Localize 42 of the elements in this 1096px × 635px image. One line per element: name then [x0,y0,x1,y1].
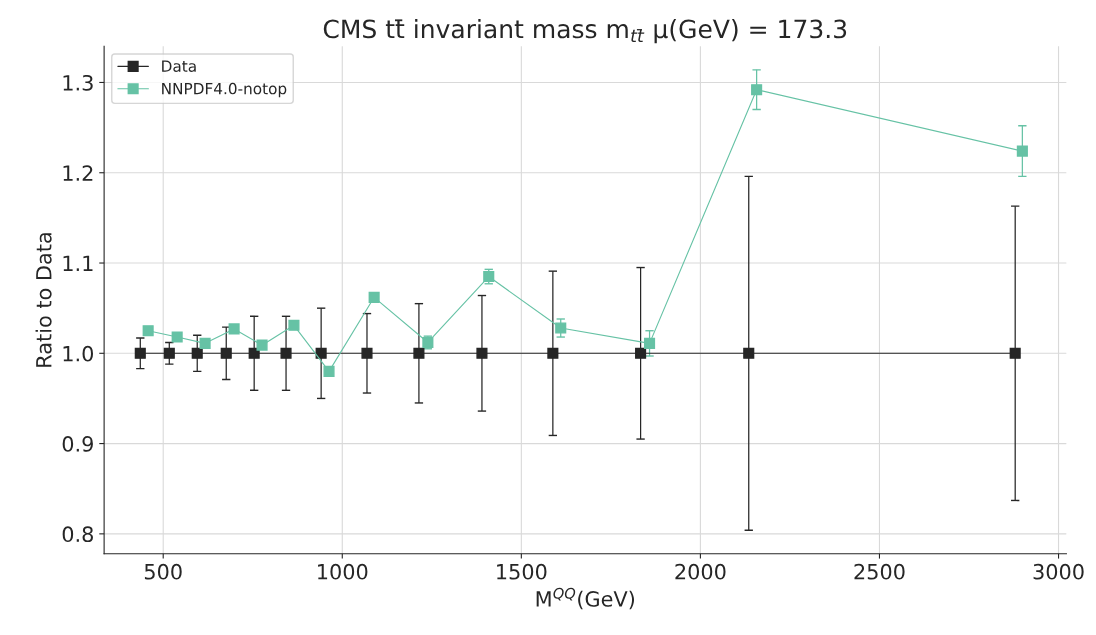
point [323,365,335,377]
y-tick-label: 0.9 [62,436,93,452]
x-tick-label: 2500 [854,563,905,580]
point [643,337,656,349]
point [220,347,232,359]
point [256,339,268,351]
y-tick-label: 1.1 [63,255,93,271]
y-tick-label: 1.2 [63,165,93,181]
point [555,322,567,334]
point [476,347,488,359]
x-axis-title: M$^{QQ}$(GeV) [536,587,635,610]
point [163,347,175,359]
point [1016,145,1028,157]
point [191,347,203,359]
y-tick-label: 0.8 [62,526,93,543]
point [635,347,647,359]
point [171,331,183,343]
legend-label: NNPDF4.0-notop [162,82,287,98]
x-tick-label: 2000 [675,563,726,580]
point [142,325,154,337]
y-tick-label: 1.0 [63,345,94,362]
point [199,337,211,349]
x-tick-label: 500 [144,563,182,580]
point [368,291,380,303]
y-tick-label: 1.3 [63,74,93,91]
y-axis-title: Ratio to Data [35,233,52,367]
chart-title: CMS tt̄ invariant mass m$_{tt̄}$ μ(GeV) = 173.3 [323,19,847,44]
point [361,347,373,359]
point [413,347,425,359]
x-tick-label: 3000 [1033,563,1084,580]
point [288,319,300,331]
point [134,347,146,359]
point [751,84,763,96]
point [547,347,559,359]
point [315,347,327,359]
point [743,347,755,359]
point [228,323,240,335]
point [280,347,292,359]
legend-label: Data [162,60,196,72]
point [1009,347,1021,359]
x-tick-label: 1500 [497,563,547,580]
x-tick-label: 1000 [318,563,368,580]
